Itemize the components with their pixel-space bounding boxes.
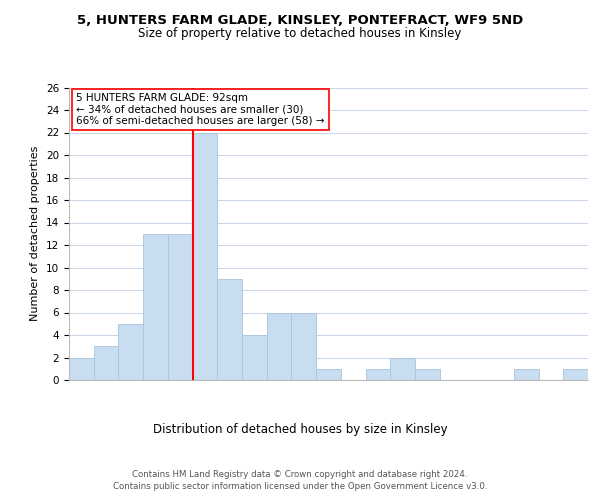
Bar: [390, 358, 415, 380]
Bar: [94, 346, 118, 380]
Bar: [217, 279, 242, 380]
Bar: [143, 234, 168, 380]
Text: 5 HUNTERS FARM GLADE: 92sqm
← 34% of detached houses are smaller (30)
66% of sem: 5 HUNTERS FARM GLADE: 92sqm ← 34% of det…: [76, 93, 325, 126]
Bar: [168, 234, 193, 380]
Bar: [316, 369, 341, 380]
Bar: [514, 369, 539, 380]
Text: Distribution of detached houses by size in Kinsley: Distribution of detached houses by size …: [152, 422, 448, 436]
Y-axis label: Number of detached properties: Number of detached properties: [31, 146, 40, 322]
Text: Contains HM Land Registry data © Crown copyright and database right 2024.: Contains HM Land Registry data © Crown c…: [132, 470, 468, 479]
Text: Contains public sector information licensed under the Open Government Licence v3: Contains public sector information licen…: [113, 482, 487, 491]
Bar: [292, 312, 316, 380]
Text: 5, HUNTERS FARM GLADE, KINSLEY, PONTEFRACT, WF9 5ND: 5, HUNTERS FARM GLADE, KINSLEY, PONTEFRA…: [77, 14, 523, 27]
Bar: [365, 369, 390, 380]
Bar: [118, 324, 143, 380]
Bar: [415, 369, 440, 380]
Bar: [193, 132, 217, 380]
Text: Size of property relative to detached houses in Kinsley: Size of property relative to detached ho…: [139, 28, 461, 40]
Bar: [69, 358, 94, 380]
Bar: [267, 312, 292, 380]
Bar: [563, 369, 588, 380]
Bar: [242, 335, 267, 380]
